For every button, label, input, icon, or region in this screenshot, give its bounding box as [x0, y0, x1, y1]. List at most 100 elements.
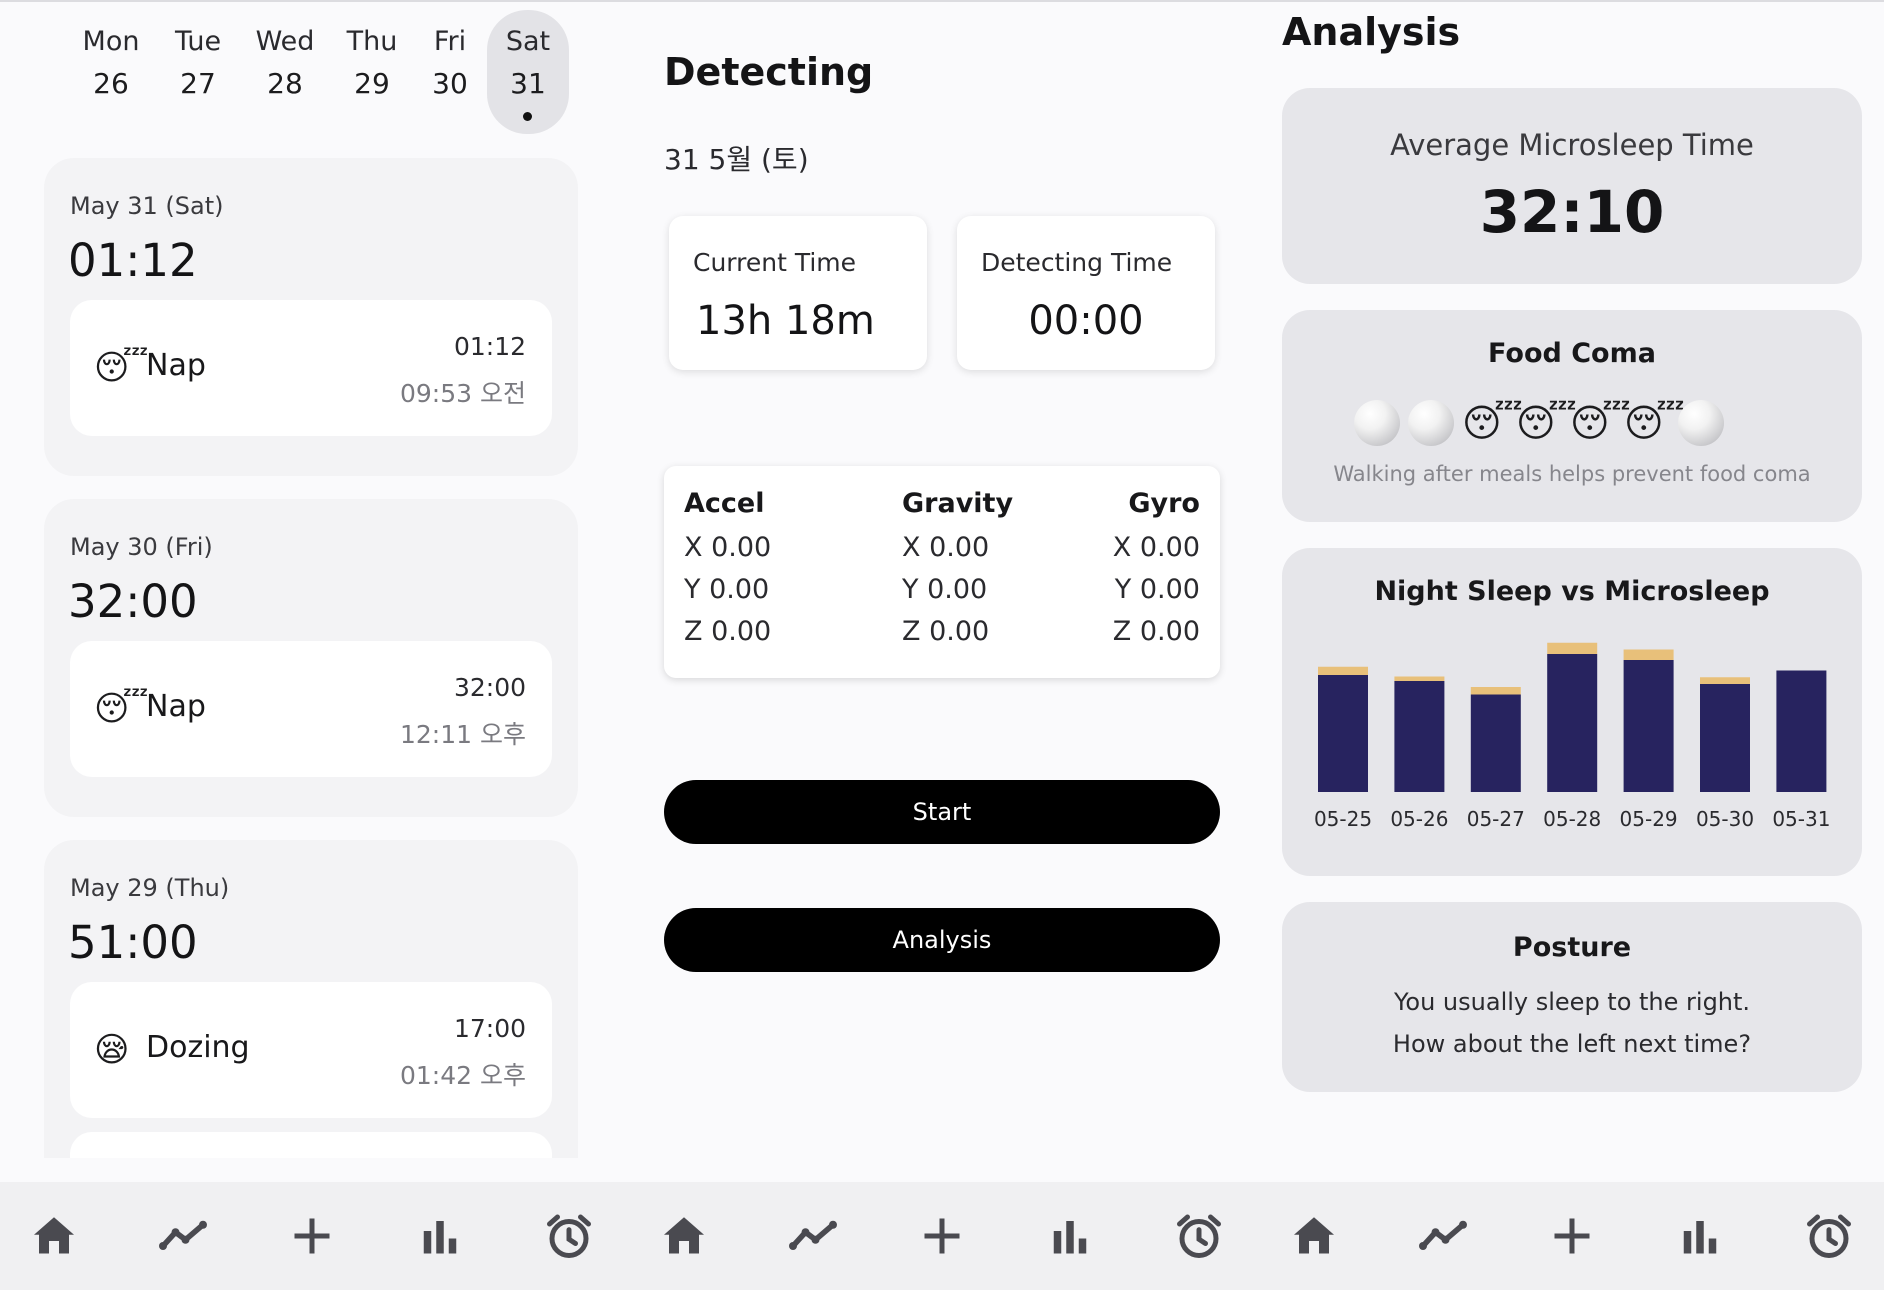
sensor-y: Y 0.00 — [684, 574, 770, 605]
day-mon[interactable]: Mon 26 — [71, 10, 151, 134]
record-total: 01:12 — [68, 234, 198, 287]
sensor-readings: Accel X 0.00 Y 0.00 Z 0.00 Gravity X 0.0… — [664, 466, 1220, 678]
sensor-name: Gravity — [902, 488, 1014, 519]
day-sat-selected[interactable]: Sat 31 — [487, 10, 569, 134]
sensor-z: Z 0.00 — [902, 616, 990, 647]
bar-chart-icon[interactable] — [410, 1206, 470, 1266]
entry-time: 01:42 오후 — [400, 1061, 526, 1090]
bar-chart-icon[interactable] — [1040, 1206, 1100, 1266]
current-time-value: 13h 18m — [696, 298, 875, 344]
bar-chart-icon[interactable] — [1670, 1206, 1730, 1266]
trend-icon[interactable] — [1413, 1206, 1473, 1266]
sleeping-face-icon: 😴 — [94, 689, 149, 729]
alarm-icon[interactable] — [1799, 1206, 1859, 1266]
day-name: Sat — [505, 26, 551, 57]
start-button[interactable]: Start — [664, 780, 1220, 844]
day-record: May 31 (Sat) 01:12 😴 Nap 01:12 09:53 오전 — [44, 158, 578, 476]
sleeping-face-icon: 😴 — [1516, 401, 1577, 445]
sensor-name: Accel — [684, 488, 765, 519]
trend-icon[interactable] — [783, 1206, 843, 1266]
sleep-entry[interactable]: 😴 Nap 01:12 09:53 오전 — [70, 300, 552, 436]
entry-label: Nap — [146, 689, 206, 724]
posture-title: Posture — [1512, 932, 1632, 963]
microsleep-bar — [1547, 642, 1598, 654]
microsleep-bar — [1623, 649, 1674, 660]
x-tick-label: 05-28 — [1543, 807, 1601, 831]
sensor-x: X 0.00 — [902, 532, 990, 563]
sensor-z: Z 0.00 — [1112, 616, 1200, 647]
microsleep-bar — [1700, 677, 1750, 684]
alarm-icon[interactable] — [539, 1206, 599, 1266]
food-coma-card: Food Coma 😴 😴 😴 😴 Walking after meals helps… — [1282, 310, 1862, 522]
entry-duration: 32:00 — [453, 673, 526, 702]
entry-time: 09:53 오전 — [400, 379, 526, 408]
sleeping-face-icon: 😴 — [94, 348, 149, 388]
average-microsleep-card: Average Microsleep Time 32:10 — [1282, 88, 1862, 284]
day-date: 31 — [510, 67, 546, 100]
home-icon[interactable] — [654, 1206, 714, 1266]
chart-title: Night Sleep vs Microsleep — [1374, 576, 1770, 607]
sensor-x: X 0.00 — [1112, 532, 1200, 563]
sleep-entry[interactable]: 😴 Nap 32:00 12:11 오후 — [70, 641, 552, 777]
night-sleep-bar — [1623, 660, 1674, 792]
gyro-column: Gyro X 0.00 Y 0.00 Z 0.00 — [1040, 488, 1200, 658]
detecting-time-label: Detecting Time — [981, 248, 1173, 277]
record-total: 51:00 — [68, 916, 198, 969]
x-tick-label: 05-30 — [1696, 807, 1754, 831]
empty-indicator — [1354, 400, 1400, 446]
entry-time: 12:11 오후 — [400, 720, 526, 749]
day-name: Wed — [255, 26, 315, 57]
record-date: May 30 (Fri) — [70, 533, 213, 561]
record-date: May 31 (Sat) — [70, 192, 224, 220]
night-sleep-chart: 05-25 05-26 05-27 05-28 05-29 05-30 05-31 — [1314, 642, 1830, 831]
x-tick-label: 05-31 — [1772, 807, 1830, 831]
trend-icon[interactable] — [153, 1206, 213, 1266]
current-time-card: Current Time 13h 18m — [669, 216, 927, 370]
sensor-z: Z 0.00 — [684, 616, 772, 647]
day-date: 27 — [180, 67, 216, 100]
sleep-entry-partial[interactable] — [70, 1132, 552, 1158]
day-thu[interactable]: Thu 29 — [332, 10, 412, 134]
food-coma-tip: Walking after meals helps prevent food c… — [1333, 462, 1811, 486]
record-list[interactable]: May 31 (Sat) 01:12 😴 Nap 01:12 09:53 오전 … — [44, 158, 578, 1158]
detecting-time-card: Detecting Time 00:00 — [957, 216, 1215, 370]
microsleep-bar — [1470, 687, 1521, 695]
sensor-y: Y 0.00 — [1114, 574, 1200, 605]
day-wed[interactable]: Wed 28 — [245, 10, 325, 134]
posture-line-1: You usually sleep to the right. — [1393, 988, 1751, 1016]
night-sleep-bar — [1394, 681, 1445, 792]
x-tick-label: 05-26 — [1390, 807, 1448, 831]
current-date: 31 5월 (토) — [664, 143, 809, 176]
selected-dot — [523, 112, 532, 121]
day-date: 26 — [93, 67, 129, 100]
alarm-icon[interactable] — [1169, 1206, 1229, 1266]
day-record: May 30 (Fri) 32:00 😴 Nap 32:00 12:11 오후 — [44, 499, 578, 817]
posture-card: Posture You usually sleep to the right. … — [1282, 902, 1862, 1092]
night-sleep-bar — [1318, 675, 1368, 792]
day-tue[interactable]: Tue 27 — [158, 10, 238, 134]
analysis-button[interactable]: Analysis — [664, 908, 1220, 972]
x-tick-label: 05-27 — [1467, 807, 1525, 831]
x-tick-label: 05-29 — [1620, 807, 1678, 831]
day-name: Thu — [346, 26, 398, 57]
plus-icon[interactable] — [1542, 1206, 1602, 1266]
day-fri[interactable]: Fri 30 — [410, 10, 490, 134]
entry-label: Dozing — [146, 1030, 250, 1065]
day-name: Mon — [82, 26, 140, 57]
entry-duration: 17:00 — [453, 1014, 526, 1043]
detecting-panel: Detecting 31 5월 (토) Current Time 13h 18m… — [628, 2, 1256, 1182]
gravity-column: Gravity X 0.00 Y 0.00 Z 0.00 — [902, 488, 1062, 658]
plus-icon[interactable] — [282, 1206, 342, 1266]
empty-indicator — [1678, 400, 1724, 446]
day-name: Tue — [174, 26, 222, 57]
home-icon[interactable] — [24, 1206, 84, 1266]
day-name: Fri — [433, 26, 467, 57]
night-sleep-bar — [1547, 654, 1598, 792]
sleep-entry[interactable]: 😪 Dozing 17:00 01:42 오후 — [70, 982, 552, 1118]
home-icon[interactable] — [1284, 1206, 1344, 1266]
day-date: 30 — [432, 67, 468, 100]
sleeping-face-icon: 😴 — [1570, 401, 1631, 445]
x-tick-label: 05-25 — [1314, 807, 1372, 831]
entry-label: Nap — [146, 348, 206, 383]
plus-icon[interactable] — [912, 1206, 972, 1266]
